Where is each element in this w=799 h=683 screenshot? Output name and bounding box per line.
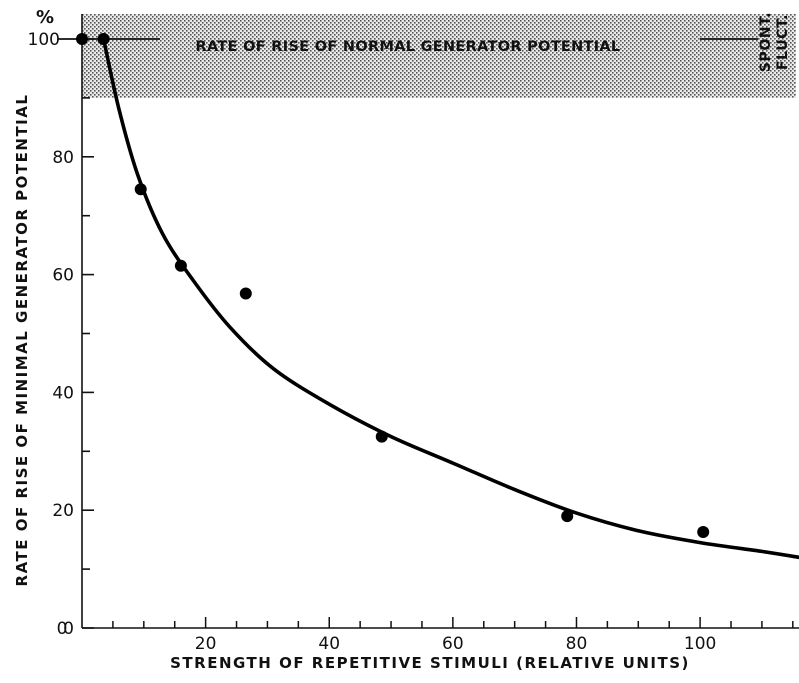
x-axis-title: STRENGTH OF REPETITIVE STIMULI (RELATIVE… (170, 654, 690, 672)
band-label-flugt: FLUCT. (775, 14, 791, 70)
x-axis-ticks: 20 40 60 80 100 0 (57, 617, 794, 654)
fitted-curve (101, 37, 799, 560)
data-point (134, 183, 147, 196)
data-point (76, 33, 88, 45)
y-tick-label: 40 (52, 383, 74, 403)
y-axis-unit: % (36, 7, 54, 28)
x-tick-label: 40 (318, 634, 340, 654)
data-point (239, 287, 252, 300)
data-point (97, 33, 110, 45)
y-axis-title: RATE OF RISE OF MINIMAL GENERATOR POTENT… (13, 94, 31, 587)
y-tick-label: 80 (52, 148, 74, 168)
data-point (697, 525, 710, 538)
data-point (561, 510, 574, 523)
data-point (375, 430, 388, 443)
x-tick-label: 20 (195, 634, 217, 654)
data-points (76, 33, 710, 538)
x-tick-label: 60 (442, 634, 464, 654)
band-label-spont: SPONT. (758, 12, 774, 72)
x-tick-label: 100 (684, 634, 716, 654)
y-tick-label: 60 (52, 266, 74, 286)
data-point (174, 259, 187, 272)
y-tick-label: 0 (63, 619, 74, 639)
y-tick-label: 20 (52, 501, 74, 521)
x-zero-label: 0 (57, 619, 68, 639)
y-tick-label: 100 (28, 30, 60, 50)
spontaneous-fluctuation-band (82, 14, 796, 98)
y-axis-ticks: 0 20 40 60 80 100 (28, 30, 94, 639)
x-tick-label: 80 (566, 634, 588, 654)
reference-line-label: RATE OF RISE OF NORMAL GENERATOR POTENTI… (196, 39, 621, 55)
